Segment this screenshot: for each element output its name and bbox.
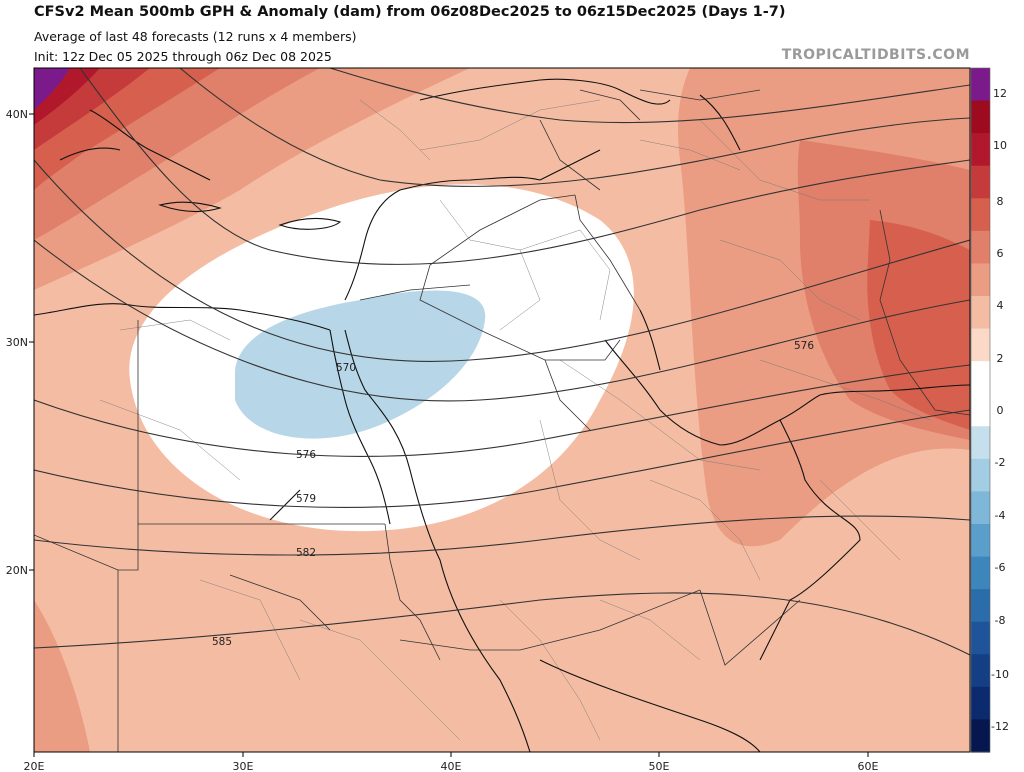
colorbar-label-minus-12: -12 (991, 720, 1009, 733)
lon-label-30e: 30E (233, 760, 254, 772)
country-borders (34, 89, 970, 752)
colorbar-segment (971, 296, 990, 330)
colorbar-segment (971, 263, 990, 297)
colorbar-segment (971, 100, 990, 134)
admin-boundaries (99, 99, 931, 741)
map-subtitle: Average of last 48 forecasts (12 runs x … (34, 29, 357, 44)
colorbar-segment (971, 361, 990, 395)
init-line: Init: 12z Dec 05 2025 through 06z Dec 08… (34, 49, 332, 64)
lon-label-20e: 20E (24, 760, 45, 772)
map-frame (33, 67, 971, 753)
colorbar-label-8: 8 (997, 195, 1004, 208)
colorbar-segment (971, 68, 990, 102)
colorbar-border (970, 67, 991, 753)
colorbar-segment (971, 686, 990, 721)
lon-ticks: 20E 30E 40E 50E 60E (24, 752, 879, 772)
contour-label-576-west: 576 (296, 449, 316, 461)
colorbar-label-12: 12 (993, 87, 1007, 100)
lon-label-40e: 40E (441, 760, 462, 772)
colorbar-segment (971, 165, 990, 199)
coastlines (34, 78, 970, 752)
colorbar-segment (971, 426, 990, 460)
colorbar-label-4: 4 (997, 299, 1004, 312)
colorbar-labels: 12 10 8 6 4 2 0 -2 -4 -6 -8 -10 -12 (991, 87, 1009, 733)
contour-label-576-east: 576 (794, 340, 814, 352)
colorbar-segment (971, 230, 990, 265)
colorbar-label-2: 2 (997, 352, 1004, 365)
colorbar-segment (971, 198, 990, 232)
contour-label-585: 585 (212, 636, 232, 648)
colorbar-segment (971, 621, 990, 655)
colorbar-segment (971, 393, 990, 427)
colorbar-label-0: 0 (997, 404, 1004, 417)
colorbar-label-minus-10: -10 (991, 668, 1009, 681)
colorbar-label-minus-8: -8 (995, 614, 1006, 627)
colorbar-label-6: 6 (997, 247, 1004, 260)
colorbar-segment (971, 654, 990, 688)
colorbar-label-minus-4: -4 (995, 509, 1006, 522)
lat-label-20n: 20N (6, 564, 28, 577)
colorbar-segment (971, 719, 990, 753)
colorbar-segment (971, 491, 990, 525)
colorbar-segment (971, 556, 990, 590)
colorbar-label-minus-2: -2 (995, 456, 1006, 469)
lat-ticks: 40N 30N 20N (6, 108, 34, 577)
lon-label-60e: 60E (858, 760, 879, 772)
contour-label-582: 582 (296, 547, 316, 559)
colorbar-segment (971, 328, 990, 362)
lon-label-50e: 50E (649, 760, 670, 772)
lat-label-30n: 30N (6, 336, 28, 349)
height-contours (34, 68, 970, 656)
colorbar-segment (971, 589, 990, 623)
colorbar-segment (971, 133, 990, 167)
colorbar-segment (971, 524, 990, 558)
colorbar (970, 67, 991, 753)
contour-labels: 570 576 579 582 585 576 (212, 340, 814, 648)
contour-label-570: 570 (336, 362, 356, 374)
colorbar-label-10: 10 (993, 139, 1007, 152)
contour-label-579: 579 (296, 493, 316, 505)
watermark: TROPICALTIDBITS.COM (781, 47, 970, 63)
anomaly-shading (34, 68, 970, 752)
lat-label-40n: 40N (6, 108, 28, 121)
map-title: CFSv2 Mean 500mb GPH & Anomaly (dam) fro… (34, 4, 786, 20)
colorbar-segment (971, 458, 990, 493)
colorbar-label-minus-6: -6 (995, 561, 1006, 574)
